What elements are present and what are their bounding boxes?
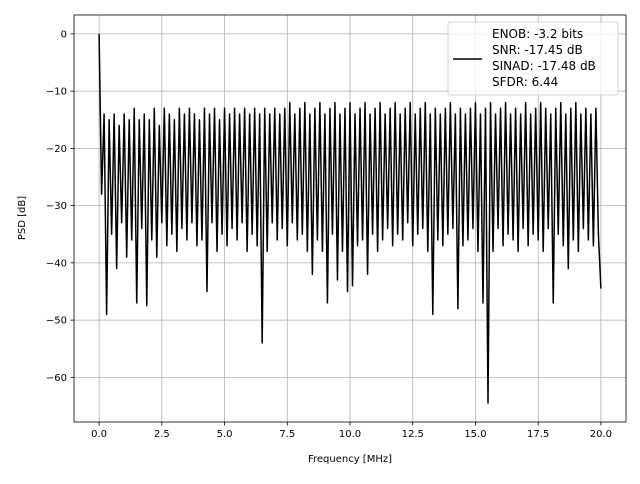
x-tick-label: 17.5 xyxy=(527,429,549,440)
legend-entry-sinad: SINAD: -17.48 dB xyxy=(492,59,596,73)
y-tick-label: −60 xyxy=(46,373,67,384)
plot-area xyxy=(98,33,602,404)
legend-entry-snr: SNR: -17.45 dB xyxy=(492,43,583,57)
x-tick-label: 12.5 xyxy=(402,429,424,440)
legend-box xyxy=(447,21,619,96)
x-tick-label: 5.0 xyxy=(217,429,233,440)
x-tick-label: 7.5 xyxy=(279,429,295,440)
y-tick-label: −30 xyxy=(46,201,67,212)
x-tick-label: 10.0 xyxy=(339,429,361,440)
x-tick-label: 0.0 xyxy=(91,429,107,440)
x-tick-label: 15.0 xyxy=(464,429,486,440)
legend-entry-sfdr: SFDR: 6.44 xyxy=(492,75,558,89)
legend: ENOB: -3.2 bits SNR: -17.45 dB SINAD: -1… xyxy=(447,21,619,96)
y-tick-label: −50 xyxy=(46,316,67,327)
legend-entry-enob: ENOB: -3.2 bits xyxy=(492,27,583,41)
y-tick-label: 0 xyxy=(61,29,67,40)
x-tick-label: 2.5 xyxy=(154,429,170,440)
y-tick-label: −10 xyxy=(46,87,67,98)
y-tick-label: −40 xyxy=(46,258,67,269)
psd-series-line xyxy=(98,33,602,404)
ticks: 0.0 2.5 5.0 7.5 10.0 12.5 15.0 17.5 20.0 0 −10 −20 −… xyxy=(46,29,612,440)
y-tick-label: −20 xyxy=(46,144,67,155)
x-tick-label: 20.0 xyxy=(590,429,612,440)
x-axis-label: Frequency [MHz] xyxy=(308,454,392,465)
y-axis-label: PSD [dB] xyxy=(17,196,28,240)
